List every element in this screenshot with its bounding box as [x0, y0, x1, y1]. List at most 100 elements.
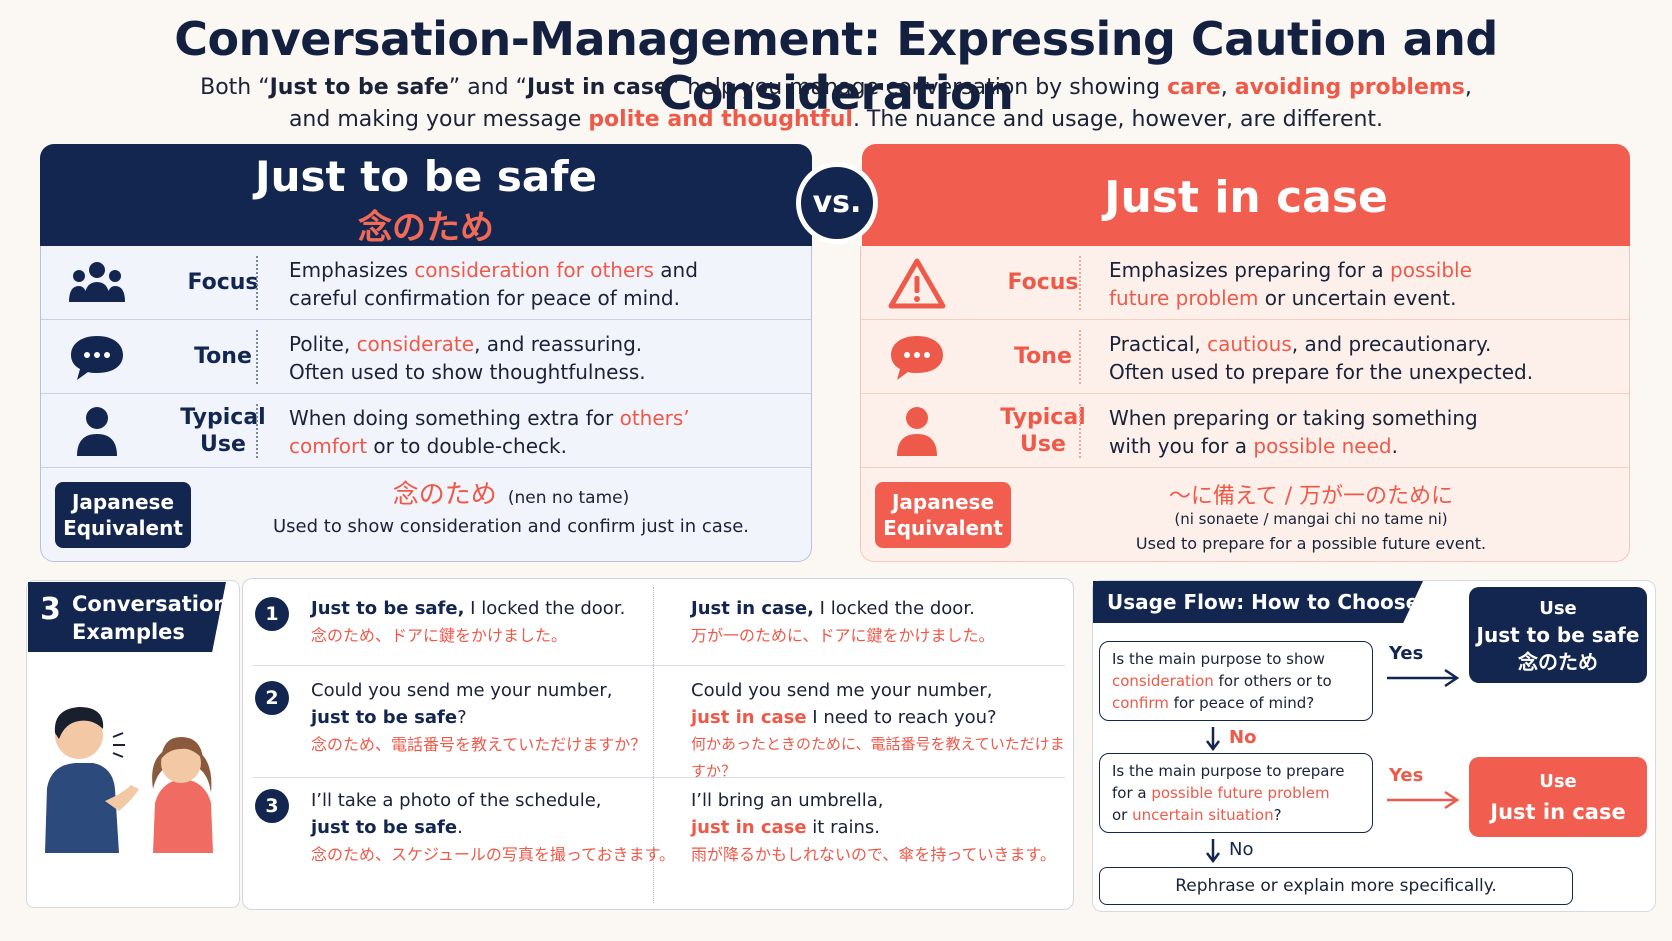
example-text: I’ll take a photo of the schedule,: [311, 790, 602, 811]
examples-count: 3: [40, 592, 61, 627]
warning-icon: [888, 258, 946, 309]
intro-text-part: care: [1167, 75, 1221, 100]
answer-just-in-case: Use Just in case: [1469, 757, 1647, 837]
example-text: I locked the door.: [464, 598, 626, 619]
question-text: for others or to: [1213, 672, 1332, 690]
question-2-box: Is the main purpose to prepare for a pos…: [1099, 753, 1373, 833]
question-text: consideration: [1112, 672, 1214, 690]
row-divider: [1079, 404, 1081, 458]
label-line: Conversation: [72, 592, 229, 616]
row-divider: [256, 404, 258, 458]
intro-text-part: ,: [1464, 75, 1472, 100]
example-right: Just in case, I locked the door. 万が一のために…: [691, 595, 995, 649]
desc-part: When preparing or taking something: [1109, 406, 1478, 430]
intro-text-part: . The nuance and usage, however, are dif…: [852, 107, 1384, 132]
example-key-phrase: Just to be safe,: [311, 598, 465, 619]
vs-badge: vs.: [796, 162, 878, 244]
just-in-case-header: Just in case: [862, 144, 1630, 248]
question-1-box: Is the main purpose to show consideratio…: [1099, 641, 1373, 721]
japanese-equivalent: 念のため (nen no tame): [241, 474, 781, 511]
desc-part: possible need: [1253, 434, 1392, 458]
arrow-right-icon: [1387, 790, 1460, 810]
desc-part: comfort: [289, 434, 368, 458]
row-description: When doing something extra for others’ c…: [289, 404, 769, 460]
arrow-right-icon: [1387, 668, 1460, 688]
question-text: Is the main purpose to prepare: [1112, 762, 1345, 780]
japanese-reading: (ni sonaete / mangai chi no tame ni): [1174, 510, 1448, 528]
desc-part: and: [653, 258, 698, 282]
focus-row: Focus Emphasizes consideration for other…: [41, 246, 811, 320]
desc-part: with you for a: [1109, 434, 1254, 458]
row-label-line: Typical: [180, 405, 266, 430]
example-japanese: 万が一のために、ドアに鍵をかけました。: [691, 626, 995, 645]
header-title-jp: 念のため: [358, 208, 494, 248]
arrow-down-icon: [1206, 839, 1220, 864]
row-divider: [253, 777, 1065, 778]
row-label-line: Typical: [1000, 405, 1086, 430]
row-label: Typical Use: [969, 404, 1117, 458]
desc-part: , and precautionary.: [1291, 332, 1492, 356]
badge-line: Equivalent: [63, 516, 183, 540]
answer-line: Use: [1539, 771, 1577, 792]
question-text: uncertain situation: [1132, 806, 1274, 824]
badge-line: Japanese: [71, 490, 175, 514]
japanese-reading: (nen no tame): [507, 488, 630, 508]
desc-part: or uncertain event.: [1258, 286, 1457, 310]
example-text: Could you send me your number,: [311, 680, 613, 701]
row-description: Emphasizes consideration for others and …: [289, 256, 769, 312]
typical-use-row: Typical Use When preparing or taking som…: [861, 394, 1629, 468]
row-divider: [1079, 330, 1081, 384]
label-line: Examples: [72, 620, 185, 644]
question-text: for peace of mind?: [1168, 694, 1315, 712]
example-text: I locked the door.: [813, 598, 975, 619]
japanese-term: 念のため: [392, 480, 497, 510]
example-text: .: [457, 817, 463, 838]
header-title: Just to be safe: [254, 152, 598, 201]
question-text: possible future problem: [1151, 784, 1330, 802]
desc-part: consideration for others: [414, 258, 654, 282]
tone-row: Tone Polite, considerate, and reassuring…: [41, 320, 811, 394]
intro-text-part: ” and “: [448, 75, 527, 100]
example-text: Could you send me your number,: [691, 680, 993, 701]
desc-part: .: [1391, 434, 1398, 458]
example-key-phrase: just to be safe: [311, 707, 458, 728]
desc-part: , and reassuring.: [474, 332, 643, 356]
row-label: Typical Use: [149, 404, 297, 458]
question-text: for a: [1112, 784, 1152, 802]
speech-bubble-icon: [71, 336, 123, 380]
desc-part: future problem: [1109, 286, 1259, 310]
question-text: ?: [1273, 806, 1282, 824]
row-divider: [256, 330, 258, 384]
row-divider: [1079, 256, 1081, 310]
answer-line: Use: [1539, 598, 1577, 619]
desc-part: possible: [1390, 258, 1472, 282]
desc-part: Emphasizes preparing for a: [1109, 258, 1391, 282]
question-text: Is the main purpose to show: [1112, 650, 1325, 668]
usage-flow-title: Usage Flow: How to Choose: [1093, 581, 1423, 623]
people-group-icon: [69, 262, 125, 302]
desc-part: Emphasizes: [289, 258, 415, 282]
example-text: it rains.: [806, 817, 881, 838]
desc-part: When doing something extra for: [289, 406, 620, 430]
intro-text-part: ” help you manage conversation by showin…: [668, 75, 1168, 100]
example-key-phrase: just in case: [691, 817, 807, 838]
intro-text-part: ,: [1220, 75, 1235, 100]
row-label: Focus: [1007, 270, 1079, 295]
example-left: I’ll take a photo of the schedule, just …: [311, 787, 675, 868]
just-to-be-safe-panel: Focus Emphasizes consideration for other…: [40, 246, 812, 562]
conversation-examples-label: 3 Conversation Examples: [28, 582, 226, 652]
badge-line: Equivalent: [883, 516, 1003, 540]
row-description: Emphasizes preparing for a possible futu…: [1109, 256, 1589, 312]
example-key-phrase: just to be safe: [311, 817, 458, 838]
examples-panel: 1 Just to be safe, I locked the door. 念の…: [242, 578, 1074, 910]
example-japanese: 念のため、ドアに鍵をかけました。: [311, 626, 568, 645]
answer-line: Just to be safe: [1476, 623, 1640, 647]
desc-part: Polite,: [289, 332, 357, 356]
row-divider: [256, 256, 258, 310]
intro-text-part: polite and thoughtful: [588, 107, 853, 132]
desc-part: Practical,: [1109, 332, 1208, 356]
example-japanese: 念のため、電話番号を教えていただけますか？: [311, 735, 647, 754]
tone-row: Tone Practical, cautious, and precaution…: [861, 320, 1629, 394]
example-number: 3: [255, 789, 289, 823]
answer-line: 念のため: [1518, 650, 1598, 674]
